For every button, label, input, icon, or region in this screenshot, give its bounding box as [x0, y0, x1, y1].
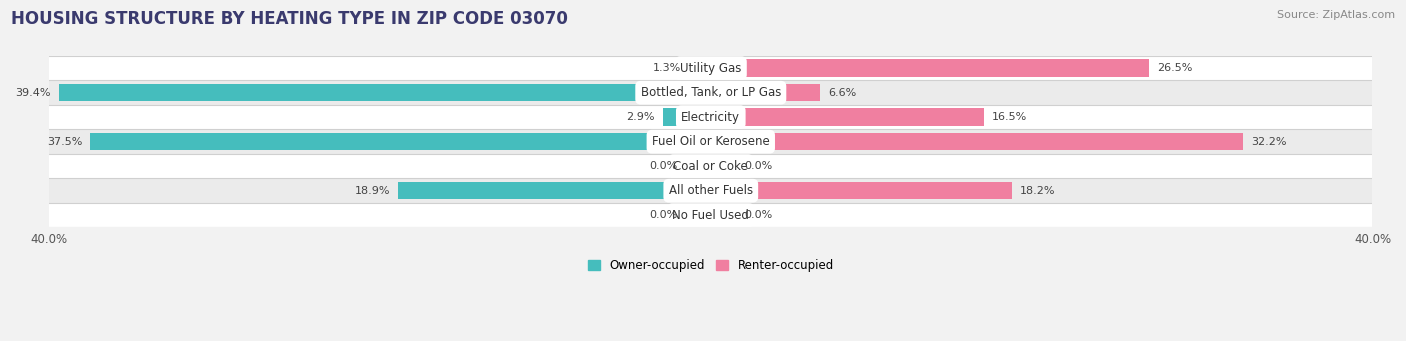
Bar [686, 157, 711, 175]
Bar [686, 206, 711, 224]
Bar [711, 157, 735, 175]
Bar [49, 154, 1372, 178]
Text: 0.0%: 0.0% [650, 161, 678, 171]
Text: Utility Gas: Utility Gas [681, 62, 741, 75]
Bar [49, 203, 1372, 227]
Bar [662, 108, 711, 126]
Text: 39.4%: 39.4% [15, 88, 51, 98]
Text: Electricity: Electricity [682, 111, 741, 124]
Text: Source: ZipAtlas.com: Source: ZipAtlas.com [1277, 10, 1395, 20]
Bar [59, 84, 711, 102]
Text: 26.5%: 26.5% [1157, 63, 1192, 73]
Text: 0.0%: 0.0% [650, 210, 678, 220]
Bar [49, 105, 1372, 130]
Text: 18.9%: 18.9% [354, 186, 389, 196]
Text: 0.0%: 0.0% [744, 161, 772, 171]
Text: Coal or Coke: Coal or Coke [673, 160, 748, 173]
Text: All other Fuels: All other Fuels [669, 184, 752, 197]
Bar [689, 59, 711, 77]
Bar [711, 206, 735, 224]
Text: Fuel Oil or Kerosene: Fuel Oil or Kerosene [652, 135, 769, 148]
Text: 1.3%: 1.3% [652, 63, 681, 73]
Text: 18.2%: 18.2% [1021, 186, 1056, 196]
Text: Bottled, Tank, or LP Gas: Bottled, Tank, or LP Gas [641, 86, 780, 99]
Bar [49, 130, 1372, 154]
Text: 6.6%: 6.6% [828, 88, 856, 98]
Text: No Fuel Used: No Fuel Used [672, 209, 749, 222]
Bar [90, 133, 711, 150]
Text: 16.5%: 16.5% [993, 112, 1028, 122]
Bar [711, 182, 1012, 199]
Text: 32.2%: 32.2% [1251, 137, 1286, 147]
Bar [711, 84, 820, 102]
Bar [711, 59, 1149, 77]
Bar [49, 80, 1372, 105]
Legend: Owner-occupied, Renter-occupied: Owner-occupied, Renter-occupied [583, 254, 838, 277]
Bar [398, 182, 711, 199]
Bar [49, 178, 1372, 203]
Bar [711, 108, 984, 126]
Text: HOUSING STRUCTURE BY HEATING TYPE IN ZIP CODE 03070: HOUSING STRUCTURE BY HEATING TYPE IN ZIP… [11, 10, 568, 28]
Bar [711, 133, 1243, 150]
Text: 2.9%: 2.9% [626, 112, 655, 122]
Bar [49, 56, 1372, 80]
Text: 37.5%: 37.5% [46, 137, 82, 147]
Text: 0.0%: 0.0% [744, 210, 772, 220]
